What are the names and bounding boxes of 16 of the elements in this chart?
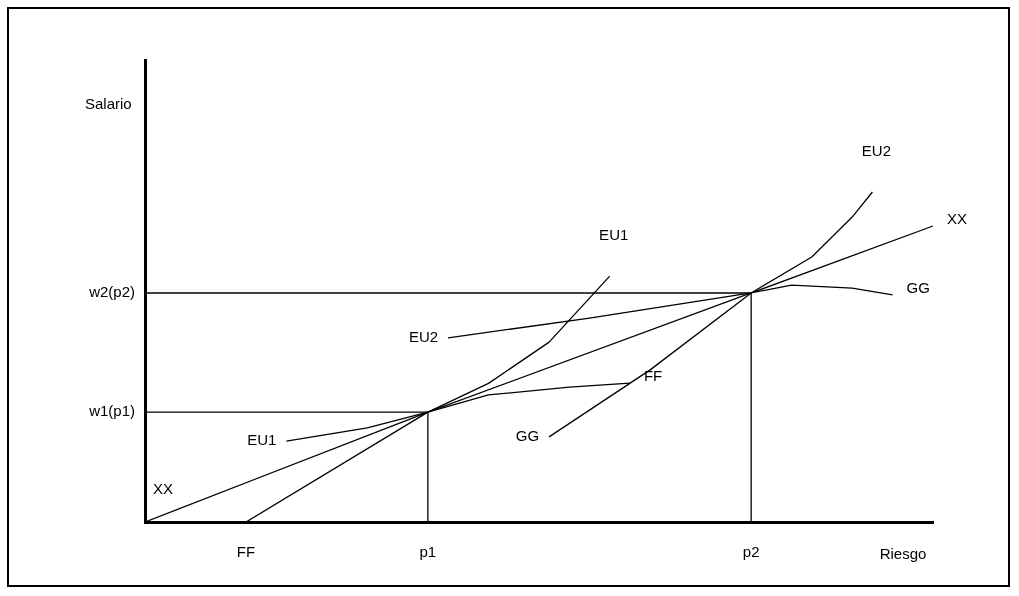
series-label: EU1 bbox=[247, 431, 277, 449]
series-label: GG bbox=[515, 427, 540, 444]
text: w2(p2) bbox=[88, 283, 135, 301]
text: EU1 bbox=[599, 226, 629, 244]
x-tick-label: p2 bbox=[742, 543, 760, 561]
x-tick-label: FF bbox=[236, 543, 256, 561]
x-tick-label: p1 bbox=[419, 543, 437, 561]
text: EU2 bbox=[861, 142, 891, 160]
x-axis-title: Riesgo bbox=[879, 545, 927, 563]
text: w1(p1) bbox=[88, 402, 135, 420]
series-label: EU2 bbox=[408, 328, 439, 345]
text: Salario bbox=[85, 95, 132, 113]
series-label: FF bbox=[643, 367, 663, 385]
text: GG bbox=[906, 279, 930, 297]
series-label: XX bbox=[153, 480, 174, 498]
text: XX bbox=[947, 210, 968, 228]
